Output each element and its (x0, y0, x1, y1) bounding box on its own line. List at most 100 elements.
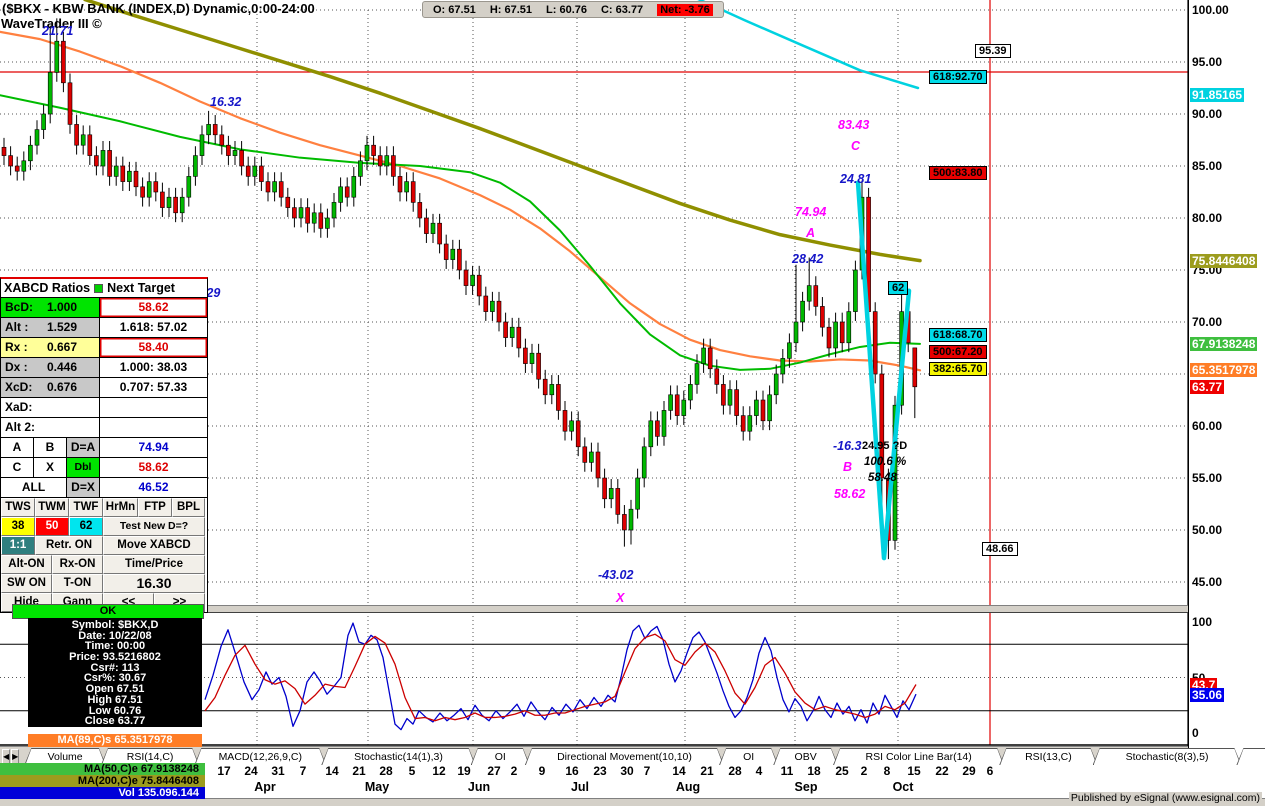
tab-oi[interactable]: OI (719, 748, 778, 765)
candle-body (826, 326, 832, 349)
button-test-new-d-[interactable]: Test New D=? (103, 517, 205, 536)
button-move-xabcd[interactable]: Move XABCD (103, 536, 205, 555)
button-twf[interactable]: TWF (69, 498, 103, 517)
price-label: 60.00 (1192, 419, 1223, 433)
chart-annotation: 100.6 % (864, 456, 907, 468)
candle-body (542, 378, 548, 396)
button-alt-on[interactable]: Alt-ON (1, 555, 52, 574)
ohlc-bar: O: 67.51 H: 67.51 L: 60.76 C: 63.77 Net:… (422, 1, 724, 18)
candle-body (384, 155, 390, 167)
xabcd-ratio-cell[interactable]: BcD: 1.000 (1, 298, 100, 317)
data-box-line: Symbol: $BKX,D (71, 619, 159, 631)
tab-rsi-color-line-bar-14-[interactable]: RSI Color Line Bar(14) (833, 748, 1004, 765)
button-62[interactable]: 62 (69, 517, 103, 536)
xabcd-button-row: 38 50 62 Test New D=? (1, 517, 207, 536)
candle-body (265, 181, 271, 193)
panel-separator[interactable] (0, 605, 1188, 613)
candle-body (212, 124, 218, 136)
button-bpl[interactable]: BPL (172, 498, 205, 517)
xabcd-ratio-cell[interactable]: XaD: (1, 398, 100, 417)
xabcd-target-value: 58.62 (138, 460, 169, 474)
tab-directional-movement-10-10-[interactable]: Directional Movement(10,10) (525, 748, 724, 765)
candle-body (912, 347, 918, 388)
candle-body (721, 384, 726, 406)
xabcd-ratio-cell[interactable]: Alt :1.529 (1, 318, 100, 337)
candle-body (635, 477, 640, 510)
button-38[interactable]: 38 (1, 517, 35, 536)
candle-body (589, 451, 594, 463)
price-label: 70.00 (1192, 315, 1223, 329)
tab-macd-12-26-9-c-[interactable]: MACD(12,26,9,C) (194, 748, 326, 765)
xabcd-point-cell[interactable]: B (34, 438, 67, 457)
candle-body (787, 342, 792, 359)
xabcd-mode-cell[interactable]: Dbl B? (67, 458, 100, 477)
candle-body (839, 321, 845, 344)
button-ftp[interactable]: FTP (138, 498, 172, 517)
tab-obv[interactable]: OBV (773, 748, 838, 765)
candle-body (767, 394, 772, 422)
candle-body (47, 72, 53, 115)
tab-oi[interactable]: OI (471, 748, 530, 765)
tab-volume[interactable]: Volume (24, 748, 106, 765)
candle-body (41, 113, 46, 130)
button-hrmn[interactable]: HrMn (103, 498, 138, 517)
month-label: Sep (794, 780, 818, 794)
candle-body (245, 165, 251, 177)
cursor-data-box: Symbol: $BKX,D Date: 10/22/08 Time: 00:00 P… (28, 618, 202, 727)
button-twm[interactable]: TWM (35, 498, 69, 517)
price-label: 50.00 (1192, 523, 1223, 537)
xabcd-target-value: 58.62 (100, 298, 207, 317)
indicator-price-label: 75.8446408 (1190, 254, 1258, 269)
candle-body (318, 212, 324, 229)
price-target-box: 48.66 (982, 542, 1018, 556)
tab-stochastic-10-2-4-[interactable]: Stochastic(10(2),4) (1236, 748, 1265, 765)
tab-stochastic-8-3-5-[interactable]: Stochastic(8(3),5) (1093, 748, 1242, 765)
button-50[interactable]: 50 (35, 517, 69, 536)
candle-body (846, 311, 852, 344)
price-target-box: 382:65.70 (929, 362, 987, 376)
price-label: 95.00 (1192, 55, 1223, 69)
xabcd-point-cell[interactable]: X (34, 458, 67, 477)
candle-body (430, 222, 436, 234)
month-label: May (364, 780, 390, 794)
candle-body (325, 217, 330, 229)
chart-annotation: X (616, 591, 625, 605)
candle-body (595, 451, 601, 479)
candle-body (358, 160, 363, 177)
stoch-%D (204, 633, 917, 722)
tab-rsi-13-c-[interactable]: RSI(13,C) (999, 748, 1097, 765)
xabcd-row: Alt 2: (1, 418, 207, 438)
xabcd-ratio-cell[interactable]: Dx :0.446 (1, 358, 100, 377)
button-1-1[interactable]: 1:1 (1, 536, 35, 555)
data-box-line: High 67.51 (87, 693, 143, 706)
button-16-30[interactable]: 16.30 (103, 574, 205, 593)
product-title: WaveTrader III © (1, 16, 102, 31)
candle-body (707, 347, 713, 370)
xabcd-point-cell[interactable]: ALL (1, 478, 67, 497)
candle-body (351, 176, 357, 198)
xabcd-mode-cell[interactable]: D=X (67, 478, 100, 497)
button-sw-on[interactable]: SW ON (1, 574, 52, 593)
price-target-box: 500:83.80 (929, 166, 987, 180)
button-time-price[interactable]: Time/Price (103, 555, 205, 574)
date-tick: 28 (379, 764, 393, 778)
xabcd-point-cell[interactable]: C (1, 458, 34, 477)
candle-body (219, 134, 225, 146)
xabcd-mode-cell[interactable]: D=A (67, 438, 100, 457)
xabcd-ratio-cell[interactable]: Rx :0.667 (1, 338, 100, 357)
button-retr-on[interactable]: Retr. ON (35, 536, 103, 555)
xabcd-ratio-cell[interactable]: Alt 2: (1, 418, 100, 437)
xabcd-point-cell[interactable]: A (1, 438, 34, 457)
candle-body (800, 300, 805, 323)
tab-rsi-14-c-[interactable]: RSI(14,C) (101, 748, 199, 765)
button-rx-on[interactable]: Rx-ON (52, 555, 103, 574)
xabcd-ratio-cell[interactable]: XcD: 0.676 (1, 378, 100, 397)
candle-body (496, 300, 502, 323)
button-tws[interactable]: TWS (1, 498, 35, 517)
chart-annotation: -16.3 (833, 439, 862, 453)
tab-stochastic-14-1-3-[interactable]: Stochastic(14(1),3) (321, 748, 475, 765)
esignal-credit: Published by eSignal (www.esignal.com) (1068, 792, 1262, 804)
price-target-box: 95.39 (975, 44, 1011, 58)
button-t-on[interactable]: T-ON (52, 574, 103, 593)
